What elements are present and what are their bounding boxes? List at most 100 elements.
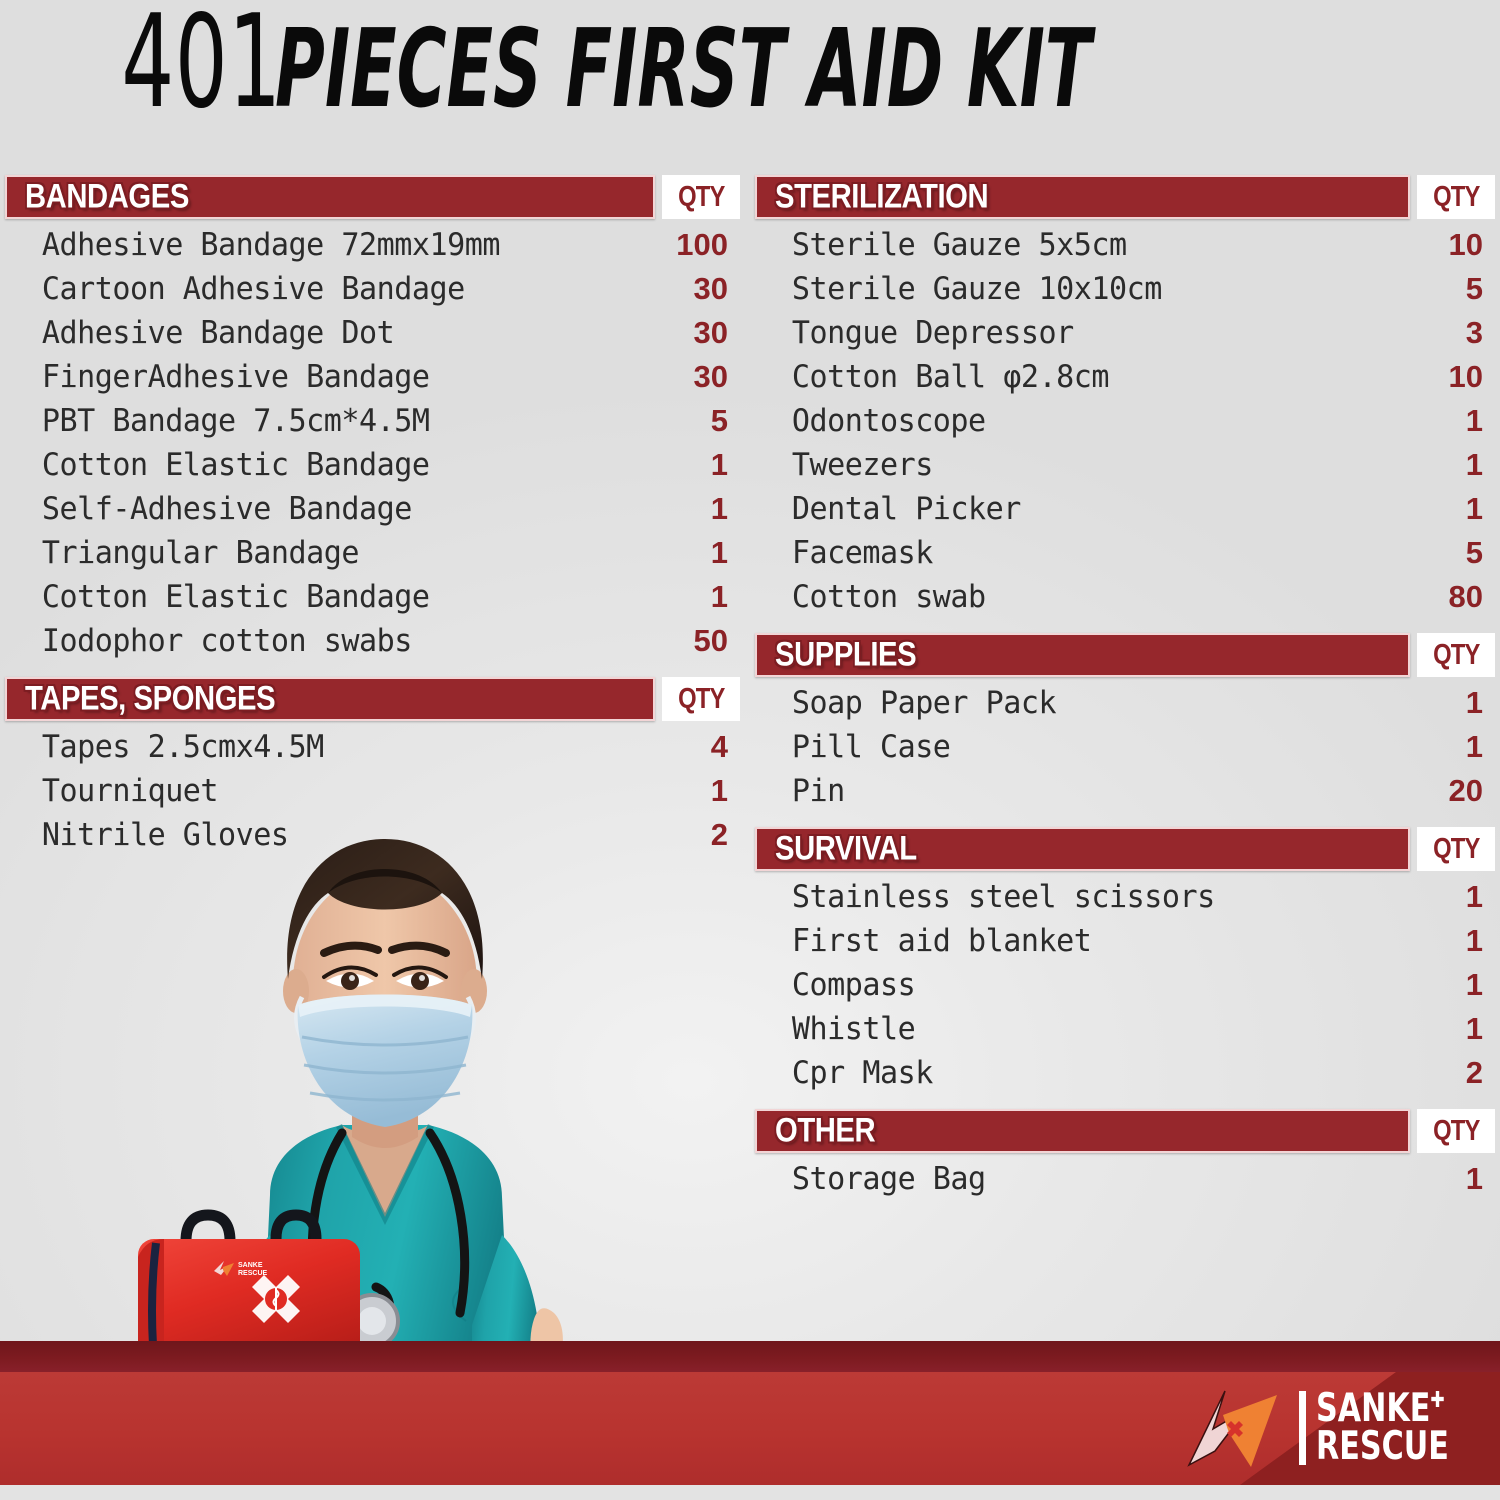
footer-dark-band bbox=[0, 1341, 1500, 1372]
item-name: Adhesive Bandage 72mmx19mm bbox=[41, 227, 501, 263]
section-header-other: OTHER QTY bbox=[755, 1109, 1495, 1153]
item-name: Self-Adhesive Bandage bbox=[41, 491, 412, 527]
item-name: FingerAdhesive Bandage bbox=[41, 359, 430, 395]
section-header-supplies: SUPPLIES QTY bbox=[755, 633, 1495, 677]
item-qty: 1 bbox=[1465, 491, 1483, 526]
qty-header-label: QTY bbox=[677, 180, 725, 213]
item-name: Pin bbox=[791, 773, 845, 809]
item-qty: 1 bbox=[1465, 729, 1483, 764]
item-qty: 30 bbox=[693, 315, 728, 350]
qty-header-box: QTY bbox=[662, 175, 740, 219]
logo-line-1: SANKE✚ bbox=[1316, 1388, 1449, 1428]
section-header-tapes-sponges: TAPES, SPONGES QTY bbox=[5, 677, 740, 721]
item-name: Sterile Gauze 10x10cm bbox=[791, 271, 1162, 307]
footer-bottom-strip bbox=[0, 1485, 1500, 1500]
item-name: Compass bbox=[791, 967, 916, 1003]
table-row: Adhesive Bandage Dot 30 bbox=[5, 311, 740, 355]
left-column: BANDAGES QTY Adhesive Bandage 72mmx19mm 1… bbox=[5, 175, 740, 857]
qty-header-label: QTY bbox=[1432, 1114, 1480, 1147]
item-name: First aid blanket bbox=[791, 923, 1092, 959]
qty-header-box: QTY bbox=[1417, 175, 1495, 219]
item-qty: 1 bbox=[710, 579, 728, 614]
section-header-bandages: BANDAGES QTY bbox=[5, 175, 740, 219]
item-name: Facemask bbox=[791, 535, 933, 571]
item-name: Tourniquet bbox=[41, 773, 219, 809]
item-qty: 30 bbox=[693, 359, 728, 394]
table-row: Storage Bag 1 bbox=[755, 1157, 1495, 1201]
item-qty: 1 bbox=[1465, 879, 1483, 914]
table-row: Adhesive Bandage 72mmx19mm 100 bbox=[5, 223, 740, 267]
item-name: Tapes 2.5cmx4.5M bbox=[41, 729, 324, 765]
item-qty: 2 bbox=[1465, 1055, 1483, 1090]
item-name: Sterile Gauze 5x5cm bbox=[791, 227, 1127, 263]
section-bar: STERILIZATION bbox=[755, 175, 1410, 219]
item-qty: 2 bbox=[710, 817, 728, 852]
section-title: SURVIVAL bbox=[775, 829, 917, 868]
section-spacer bbox=[755, 619, 1495, 633]
table-row: Tongue Depressor 3 bbox=[755, 311, 1495, 355]
item-name: Cotton Ball φ2.8cm bbox=[791, 359, 1110, 395]
item-name: Cpr Mask bbox=[791, 1055, 933, 1091]
qty-header-box: QTY bbox=[1417, 827, 1495, 871]
item-qty: 100 bbox=[676, 227, 728, 262]
table-row: Iodophor cotton swabs 50 bbox=[5, 619, 740, 663]
logo-line-2: RESCUE bbox=[1315, 1424, 1449, 1469]
table-row: Sterile Gauze 5x5cm 10 bbox=[755, 223, 1495, 267]
bandages-item-list: Adhesive Bandage 72mmx19mm 100 Cartoon Ad… bbox=[5, 223, 740, 663]
item-name: Pill Case bbox=[791, 729, 951, 765]
item-name: Tweezers bbox=[791, 447, 933, 483]
section-header-survival: SURVIVAL QTY bbox=[755, 827, 1495, 871]
item-qty: 3 bbox=[1465, 315, 1483, 350]
item-qty: 5 bbox=[1465, 271, 1483, 306]
table-row: Sterile Gauze 10x10cm 5 bbox=[755, 267, 1495, 311]
table-row: Facemask 5 bbox=[755, 531, 1495, 575]
section-title: BANDAGES bbox=[25, 177, 189, 216]
section-title: STERILIZATION bbox=[775, 177, 989, 216]
item-qty: 10 bbox=[1448, 359, 1483, 394]
logo-brand-name: SANKE bbox=[1315, 1386, 1430, 1431]
item-qty: 4 bbox=[710, 729, 728, 764]
table-row: Cotton Elastic Bandage 1 bbox=[5, 443, 740, 487]
table-row: Odontoscope 1 bbox=[755, 399, 1495, 443]
other-item-list: Storage Bag 1 bbox=[755, 1157, 1495, 1201]
table-row: Tourniquet 1 bbox=[5, 769, 740, 813]
table-row: First aid blanket 1 bbox=[755, 919, 1495, 963]
title-piece-count: 401 bbox=[120, 0, 282, 137]
table-row: Compass 1 bbox=[755, 963, 1495, 1007]
logo-divider bbox=[1298, 1391, 1306, 1465]
qty-header-box: QTY bbox=[1417, 1109, 1495, 1153]
qty-header-box: QTY bbox=[1417, 633, 1495, 677]
survival-item-list: Stainless steel scissors 1 First aid blan… bbox=[755, 875, 1495, 1095]
item-qty: 50 bbox=[693, 623, 728, 658]
item-qty: 1 bbox=[1465, 403, 1483, 438]
table-row: Cotton Ball φ2.8cm 10 bbox=[755, 355, 1495, 399]
table-row: Cpr Mask 2 bbox=[755, 1051, 1495, 1095]
qty-header-label: QTY bbox=[1432, 832, 1480, 865]
item-qty: 1 bbox=[1465, 447, 1483, 482]
item-name: Dental Picker bbox=[791, 491, 1022, 527]
section-spacer bbox=[755, 813, 1495, 827]
table-row: Soap Paper Pack 1 bbox=[755, 681, 1495, 725]
item-qty: 1 bbox=[1465, 1161, 1483, 1196]
item-qty: 1 bbox=[710, 491, 728, 526]
section-header-sterilization: STERILIZATION QTY bbox=[755, 175, 1495, 219]
right-column: STERILIZATION QTY Sterile Gauze 5x5cm 10 … bbox=[755, 175, 1495, 1201]
item-qty: 1 bbox=[1465, 967, 1483, 1002]
section-bar: SUPPLIES bbox=[755, 633, 1410, 677]
table-row: Tweezers 1 bbox=[755, 443, 1495, 487]
section-bar: TAPES, SPONGES bbox=[5, 677, 655, 721]
item-name: Cotton Elastic Bandage bbox=[41, 579, 430, 615]
sterilization-item-list: Sterile Gauze 5x5cm 10 Sterile Gauze 10x1… bbox=[755, 223, 1495, 619]
section-bar: OTHER bbox=[755, 1109, 1410, 1153]
table-row: Dental Picker 1 bbox=[755, 487, 1495, 531]
logo-cross-icon: ✚ bbox=[1429, 1388, 1445, 1413]
section-bar: BANDAGES bbox=[5, 175, 655, 219]
brand-logo: SANKE✚ RESCUE bbox=[1185, 1378, 1470, 1478]
table-row: PBT Bandage 7.5cm*4.5M 5 bbox=[5, 399, 740, 443]
table-row: FingerAdhesive Bandage 30 bbox=[5, 355, 740, 399]
qty-header-label: QTY bbox=[1432, 180, 1480, 213]
table-row: Cotton Elastic Bandage 1 bbox=[5, 575, 740, 619]
page-title: 401PIECES FIRST AID KIT bbox=[0, 0, 1500, 137]
section-title: SUPPLIES bbox=[775, 635, 917, 674]
item-name: Nitrile Gloves bbox=[41, 817, 289, 853]
